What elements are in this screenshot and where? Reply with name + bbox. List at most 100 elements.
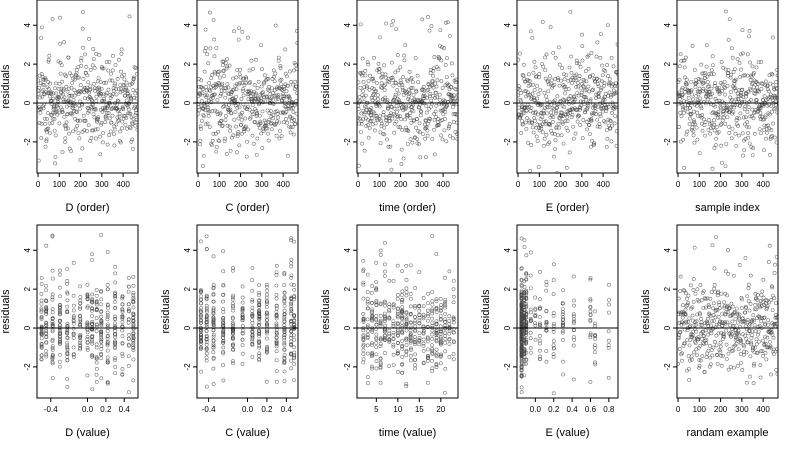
data-point <box>90 258 94 262</box>
data-point <box>231 331 235 336</box>
data-point <box>424 118 429 123</box>
x-tick-label: 100 <box>693 180 707 189</box>
data-point <box>98 152 103 157</box>
data-point <box>408 111 412 116</box>
data-point <box>250 305 255 310</box>
data-point <box>237 143 242 148</box>
data-point <box>736 363 740 368</box>
data-point <box>257 283 261 287</box>
data-point <box>443 340 447 345</box>
data-point <box>530 91 535 96</box>
data-point <box>524 253 529 258</box>
data-point <box>90 339 94 344</box>
data-point <box>446 82 451 87</box>
data-point <box>260 67 264 72</box>
data-point <box>739 361 743 365</box>
data-point <box>374 352 379 357</box>
x-axis-label: E (value) <box>545 427 589 439</box>
data-point <box>589 117 594 121</box>
data-point <box>201 153 206 158</box>
data-point <box>574 58 579 63</box>
data-point <box>131 311 136 316</box>
data-point <box>775 322 778 326</box>
data-point <box>572 100 577 104</box>
data-point <box>216 81 221 85</box>
data-point <box>421 132 425 136</box>
data-point <box>219 118 224 123</box>
data-point <box>282 329 287 334</box>
data-point <box>388 118 392 123</box>
data-point <box>434 352 439 357</box>
data-point <box>413 56 418 61</box>
data-point <box>209 76 214 81</box>
data-point <box>85 337 90 342</box>
data-point <box>385 98 390 103</box>
data-point <box>730 126 735 131</box>
data-point <box>39 276 44 280</box>
data-point <box>401 156 406 161</box>
data-point <box>105 317 110 322</box>
data-point <box>131 315 136 320</box>
data-point <box>126 390 131 395</box>
data-point <box>275 112 280 116</box>
data-point <box>88 84 93 89</box>
y-tick-label: 4 <box>23 247 32 252</box>
data-point <box>414 89 419 94</box>
data-point <box>696 76 701 81</box>
data-point <box>718 115 722 120</box>
x-tick-label: 300 <box>95 180 109 189</box>
data-point <box>595 40 600 45</box>
data-point <box>426 308 430 313</box>
data-point <box>528 310 533 315</box>
data-point <box>374 260 379 265</box>
data-point <box>571 377 576 382</box>
data-point <box>44 323 48 327</box>
data-point <box>609 55 614 60</box>
data-point <box>688 323 693 328</box>
data-point <box>602 81 607 85</box>
data-point <box>387 328 392 333</box>
data-point <box>224 86 229 91</box>
data-point <box>597 125 602 129</box>
data-point <box>292 322 297 327</box>
data-point <box>392 121 397 126</box>
data-point <box>93 88 97 93</box>
data-point <box>199 297 203 302</box>
data-point <box>768 339 772 344</box>
data-point <box>439 58 444 63</box>
data-point <box>709 126 713 131</box>
data-point <box>400 355 405 359</box>
x-tick-label: 0.0 <box>242 405 254 414</box>
data-point <box>113 62 118 67</box>
data-point <box>221 340 225 345</box>
data-point <box>94 99 99 103</box>
data-point <box>391 319 396 323</box>
data-point <box>132 75 136 80</box>
x-tick-label: 200 <box>394 180 408 189</box>
data-point <box>198 288 203 293</box>
data-point <box>749 82 754 86</box>
data-point <box>204 308 209 313</box>
data-point <box>687 378 692 382</box>
data-point <box>738 111 743 116</box>
data-point <box>257 305 262 309</box>
data-point <box>559 78 563 83</box>
y-tick-label: 4 <box>503 22 512 27</box>
data-point <box>197 111 201 116</box>
data-point <box>598 112 602 117</box>
data-point <box>47 94 52 99</box>
data-point <box>544 132 549 137</box>
data-point <box>382 132 387 137</box>
plot-frame <box>676 224 779 399</box>
data-point <box>719 143 724 148</box>
data-point <box>368 73 372 78</box>
data-point <box>604 145 609 149</box>
data-point <box>370 314 375 319</box>
data-point <box>78 83 83 88</box>
data-point <box>218 93 223 98</box>
data-point <box>524 271 529 276</box>
data-point <box>205 334 209 339</box>
data-point <box>204 328 209 333</box>
data-point <box>85 129 89 133</box>
